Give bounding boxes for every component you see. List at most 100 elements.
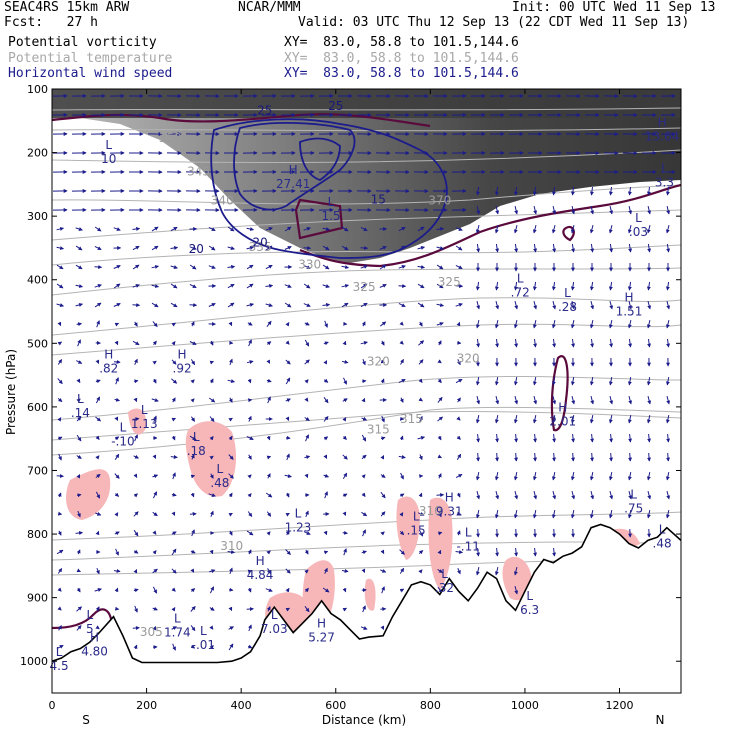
wind-vector xyxy=(171,397,176,403)
wind-vector xyxy=(608,509,613,519)
theta-contour-label: 350 xyxy=(159,131,182,145)
wind-vector xyxy=(285,359,291,365)
wind-vector xyxy=(646,281,651,291)
extremum-value: .75 xyxy=(624,501,643,515)
wind-vector xyxy=(361,474,366,479)
wind-vector xyxy=(380,549,385,555)
theta-contour-label: 320 xyxy=(457,351,480,365)
wind-vector xyxy=(436,303,445,307)
wind-vector xyxy=(322,284,330,288)
wind-vector xyxy=(418,550,424,555)
wind-vector xyxy=(324,567,328,574)
wind-vector xyxy=(343,377,347,385)
wind-vector xyxy=(304,417,310,421)
wind-vector xyxy=(114,322,120,327)
wind-vector xyxy=(285,587,290,593)
extremum-letter: H xyxy=(289,163,298,177)
extremum-value: .18 xyxy=(187,444,206,458)
wind-vector xyxy=(171,417,177,422)
wind-vector xyxy=(75,227,83,231)
wind-vector xyxy=(228,626,234,631)
wind-vector xyxy=(57,492,62,498)
extremum-letter: L xyxy=(141,403,148,417)
wind-vector xyxy=(417,302,425,308)
wind-vector xyxy=(265,283,274,288)
wind-vector xyxy=(361,321,366,327)
wind-vector xyxy=(456,530,461,536)
wind-vector xyxy=(247,474,252,479)
wind-vector xyxy=(247,569,253,574)
wind-vector xyxy=(627,281,632,291)
wind-vector xyxy=(533,433,538,443)
wind-vector xyxy=(57,436,63,441)
extremum-letter: L xyxy=(441,567,448,581)
wind-vector xyxy=(171,359,177,365)
wind-vector xyxy=(114,587,119,593)
wind-vector xyxy=(323,473,330,478)
wind-vector xyxy=(209,378,214,384)
wind-vector xyxy=(552,205,557,215)
wind-vector xyxy=(189,264,197,270)
wind-vector xyxy=(227,379,236,383)
theta-contour-label: 310 xyxy=(419,504,442,518)
extremum-value: -.10 xyxy=(111,435,134,449)
wind-vector xyxy=(437,473,442,479)
wind-vector xyxy=(417,265,426,269)
wind-vector xyxy=(189,512,197,517)
wind-vector xyxy=(361,492,366,498)
wind-vector xyxy=(227,550,236,554)
extremum-letter: L xyxy=(465,526,472,540)
wind-vector xyxy=(360,226,368,232)
wind-vector xyxy=(132,284,140,288)
wind-vector xyxy=(418,340,425,346)
wind-vector xyxy=(551,414,556,424)
wind-vector xyxy=(246,303,255,307)
wind-vector xyxy=(341,359,349,364)
wind-vector xyxy=(379,264,387,270)
y-tick-label: 700 xyxy=(27,464,48,477)
wind-vector xyxy=(95,473,101,479)
wind-vector xyxy=(476,243,481,253)
wind-vector xyxy=(322,587,330,593)
wind-vector xyxy=(494,224,499,234)
wind-vector xyxy=(513,377,518,386)
theta-contour xyxy=(52,406,681,456)
wind-vector xyxy=(627,509,632,519)
wind-vector xyxy=(341,568,349,573)
wind-vector xyxy=(666,490,671,500)
wind-vector xyxy=(57,417,62,422)
x-axis: 0 200 400 600 800 1000 1200 xyxy=(49,89,634,712)
wind-vector xyxy=(360,283,368,289)
wind-vector xyxy=(475,224,480,234)
wind-vector xyxy=(628,205,633,215)
wind-vector xyxy=(665,319,670,329)
extremum-value: .28 xyxy=(558,300,577,314)
wind-vector xyxy=(246,264,254,270)
extremum-value: 2.01 xyxy=(549,414,576,428)
wind-vector xyxy=(171,531,177,536)
wind-vector xyxy=(514,433,519,443)
extremum-letter: L xyxy=(193,430,200,444)
wind-vector xyxy=(76,360,83,364)
wind-vector xyxy=(532,509,537,519)
wind-vector xyxy=(589,281,594,291)
wind-vector xyxy=(209,416,215,423)
wind-vector xyxy=(666,338,671,348)
wind-vector xyxy=(533,205,538,215)
wind-vector xyxy=(380,378,385,384)
wind-vector xyxy=(552,547,557,557)
wind-vector xyxy=(514,547,519,557)
theta-contours xyxy=(52,107,681,576)
wind-vector xyxy=(514,395,519,405)
wind-vector xyxy=(665,377,670,386)
wind-vector xyxy=(323,436,329,441)
wind-vector xyxy=(284,226,292,232)
wind-vector xyxy=(647,490,652,500)
wind-vector xyxy=(608,377,613,386)
wind-vector xyxy=(76,568,82,573)
extremum-value: -.11 xyxy=(456,540,479,554)
wind-vector xyxy=(266,606,271,612)
wind-vector xyxy=(437,549,442,555)
x-tick-label: 200 xyxy=(136,699,157,712)
extremum-value: .48 xyxy=(653,536,672,550)
